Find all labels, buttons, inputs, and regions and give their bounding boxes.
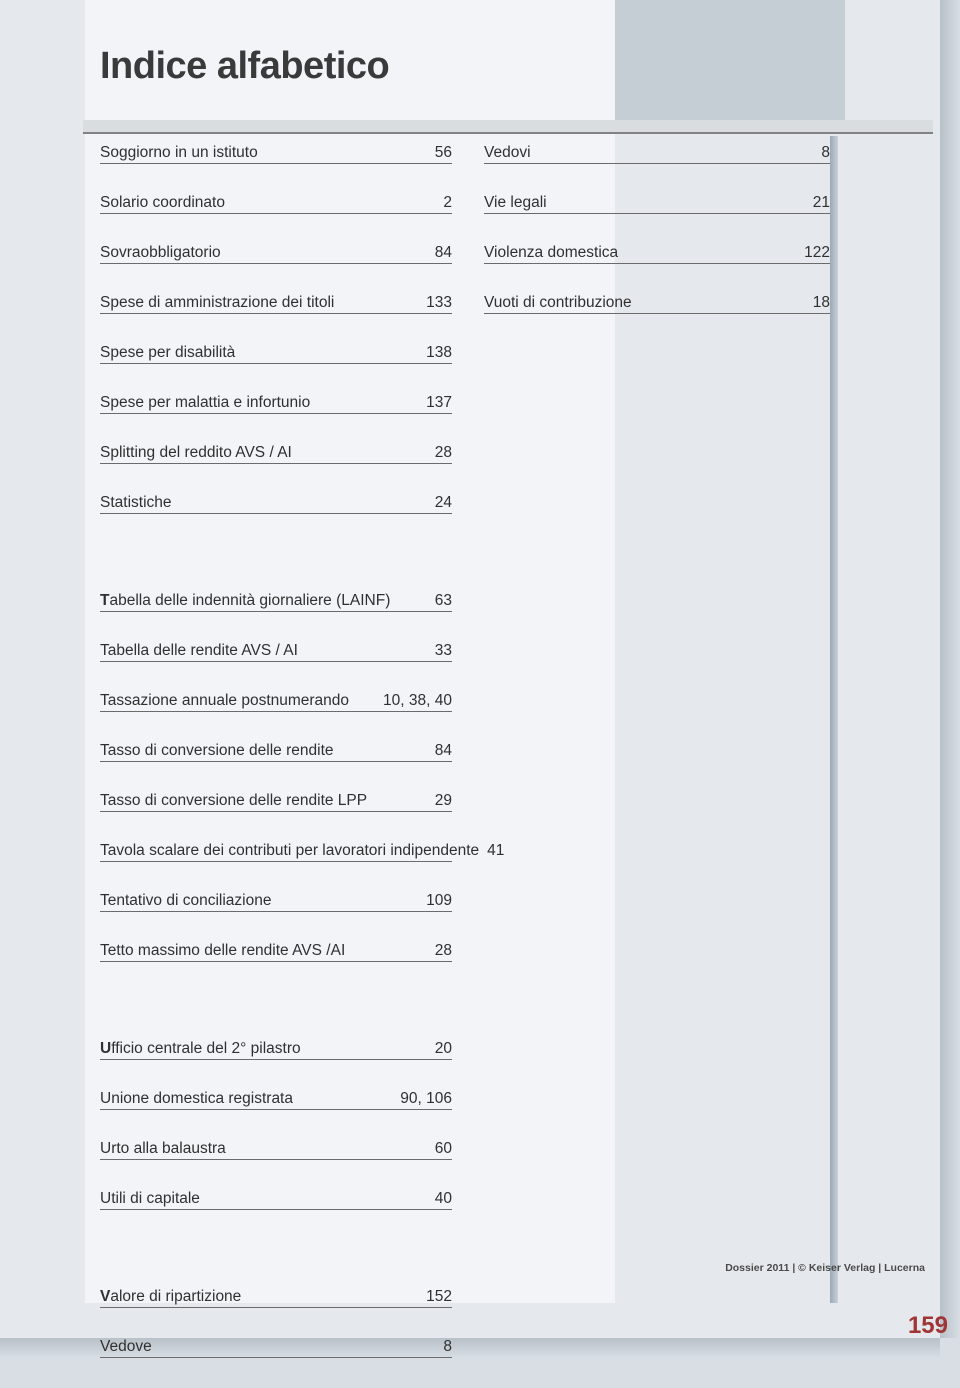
- index-term: Tabella delle rendite AVS / AI: [100, 642, 298, 660]
- index-page: 28: [427, 444, 452, 462]
- section-gap: [100, 992, 452, 1040]
- index-entry: Utili di capitale 40: [100, 1190, 452, 1210]
- index-term: Vuoti di contribuzione: [484, 294, 632, 312]
- section-letter: U: [100, 1040, 111, 1057]
- index-page: 84: [427, 244, 452, 262]
- index-entry: Violenza domestica 122: [484, 244, 830, 264]
- index-page: 137: [418, 394, 452, 412]
- right-column: Vedovi 8 Vie legali 21 Violenza domestica 122…: [484, 144, 830, 1388]
- index-term: Tasso di conversione delle rendite LPP: [100, 792, 367, 810]
- footer-text: Dossier 2011 | © Keiser Verlag | Lucerna: [725, 1262, 925, 1274]
- section-gap: [100, 544, 452, 592]
- index-entry: Urto alla balaustra 60: [100, 1140, 452, 1160]
- index-page: 84: [427, 742, 452, 760]
- index-term: Statistiche: [100, 494, 172, 512]
- index-entry: Tassazione annuale postnumerando 10, 38, …: [100, 692, 452, 712]
- index-page: 21: [805, 194, 830, 212]
- index-page: 56: [427, 144, 452, 162]
- index-page: 8: [813, 144, 830, 162]
- index-term: Violenza domestica: [484, 244, 618, 262]
- index-entry: Unione domestica registrata 90, 106: [100, 1090, 452, 1110]
- index-page: 138: [418, 344, 452, 362]
- index-page: 152: [418, 1288, 452, 1306]
- index-page: 8: [435, 1338, 452, 1356]
- index-term: Soggiorno in un istituto: [100, 144, 258, 162]
- index-term: Tassazione annuale postnumerando: [100, 692, 349, 710]
- index-term: Spese per disabilità: [100, 344, 235, 362]
- index-entry: Vedovi 8: [484, 144, 830, 164]
- page-number: 159: [908, 1312, 948, 1340]
- right-shadow: [940, 0, 960, 1338]
- index-page: 33: [427, 642, 452, 660]
- section-letter: T: [100, 592, 109, 609]
- index-term: Tavola scalare dei contributi per lavora…: [100, 842, 479, 860]
- section-gap: [100, 1240, 452, 1288]
- index-term: Vie legali: [484, 194, 547, 212]
- index-entry: Tasso di conversione delle rendite 84: [100, 742, 452, 762]
- main-content: Indice alfabetico Soggiorno in un istitu…: [100, 45, 830, 1388]
- index-entry: Spese di amministrazione dei titoli 133: [100, 294, 452, 314]
- index-page: 63: [427, 592, 452, 610]
- index-entry: Valore di ripartizione 152: [100, 1288, 452, 1308]
- index-entry: Splitting del reddito AVS / AI 28: [100, 444, 452, 464]
- index-entry: Tabella delle rendite AVS / AI 33: [100, 642, 452, 662]
- index-term: Solario coordinato: [100, 194, 225, 212]
- index-page: 122: [796, 244, 830, 262]
- index-term: Valore di ripartizione: [100, 1288, 241, 1306]
- index-term: Splitting del reddito AVS / AI: [100, 444, 292, 462]
- index-page: 40: [427, 1190, 452, 1208]
- index-entry: Spese per malattia e infortunio 137: [100, 394, 452, 414]
- index-term: Sovraobbligatorio: [100, 244, 221, 262]
- index-term: Vedovi: [484, 144, 531, 162]
- index-term: Spese per malattia e infortunio: [100, 394, 310, 412]
- index-term: Tetto massimo delle rendite AVS /AI: [100, 942, 345, 960]
- index-page: 60: [427, 1140, 452, 1158]
- index-page: 28: [427, 942, 452, 960]
- index-entry: Tasso di conversione delle rendite LPP 29: [100, 792, 452, 812]
- index-page: 90, 106: [392, 1090, 452, 1108]
- index-entry: Spese per disabilità 138: [100, 344, 452, 364]
- index-entry: Tavola scalare dei contributi per lavora…: [100, 842, 452, 862]
- right-edge-strip: [830, 136, 838, 1303]
- index-term: Urto alla balaustra: [100, 1140, 226, 1158]
- index-term: Tasso di conversione delle rendite: [100, 742, 334, 760]
- index-page: 20: [427, 1040, 452, 1058]
- index-term: Tabella delle indennità giornaliere (LAI…: [100, 592, 390, 610]
- index-columns: Soggiorno in un istituto 56 Solario coordi…: [100, 144, 830, 1388]
- index-term: Tentativo di conciliazione: [100, 892, 271, 910]
- index-entry: Vedove 8: [100, 1338, 452, 1358]
- left-column: Soggiorno in un istituto 56 Solario coordi…: [100, 144, 452, 1388]
- index-entry: Ufficio centrale del 2° pilastro 20: [100, 1040, 452, 1060]
- index-entry: Soggiorno in un istituto 56: [100, 144, 452, 164]
- index-page: 24: [427, 494, 452, 512]
- index-entry: Tentativo di conciliazione 109: [100, 892, 452, 912]
- index-page: 133: [418, 294, 452, 312]
- index-term: Utili di capitale: [100, 1190, 200, 1208]
- index-page: 2: [435, 194, 452, 212]
- index-term: Vedove: [100, 1338, 152, 1356]
- index-entry: Statistiche 24: [100, 494, 452, 514]
- index-entry: Vie legali 21: [484, 194, 830, 214]
- index-page: 29: [427, 792, 452, 810]
- index-entry: Solario coordinato 2: [100, 194, 452, 214]
- index-term: Spese di amministrazione dei titoli: [100, 294, 334, 312]
- index-entry: Vuoti di contribuzione 18: [484, 294, 830, 314]
- index-entry: Sovraobbligatorio 84: [100, 244, 452, 264]
- index-entry: Tetto massimo delle rendite AVS /AI 28: [100, 942, 452, 962]
- section-letter: V: [100, 1288, 110, 1305]
- page-title: Indice alfabetico: [100, 45, 830, 88]
- index-term: Ufficio centrale del 2° pilastro: [100, 1040, 301, 1058]
- index-page: 10, 38, 40: [375, 692, 452, 710]
- index-entry: Tabella delle indennità giornaliere (LAI…: [100, 592, 452, 612]
- index-term: Unione domestica registrata: [100, 1090, 293, 1108]
- index-page: 18: [805, 294, 830, 312]
- index-page: 109: [418, 892, 452, 910]
